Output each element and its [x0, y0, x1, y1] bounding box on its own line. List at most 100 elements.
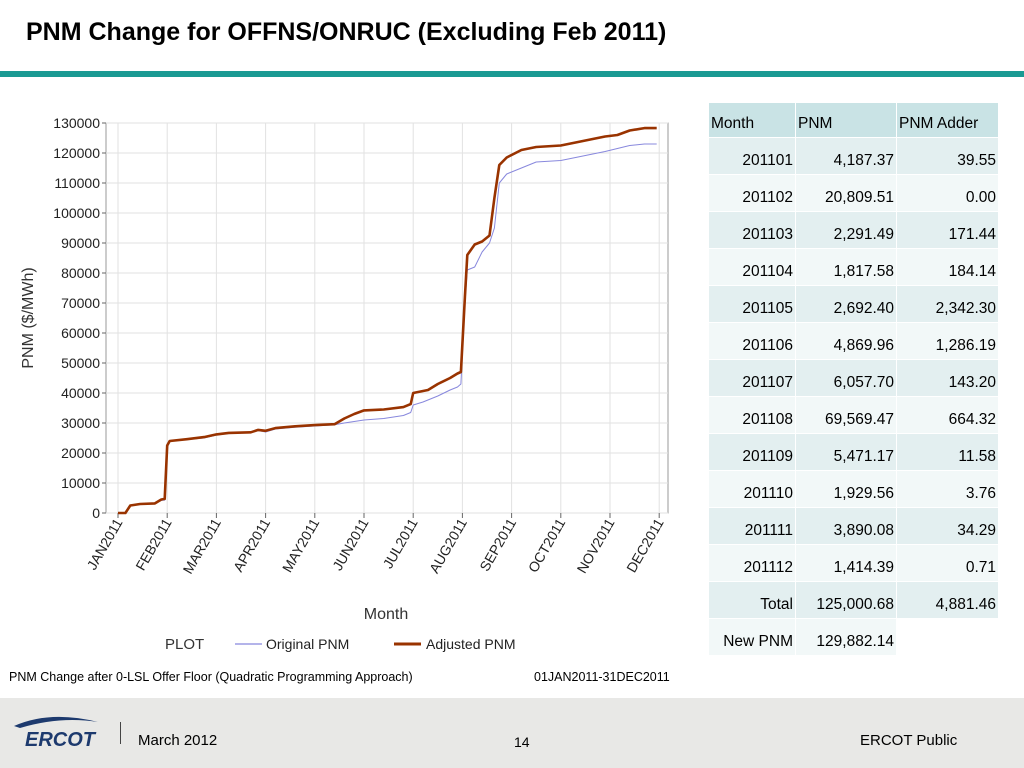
logo-wordmark: ERCOT — [25, 729, 97, 751]
title-divider — [0, 71, 1024, 77]
y-tick-label: 90000 — [61, 235, 100, 251]
cell-month: 201108 — [709, 397, 795, 433]
cell-pnm: 129,882.14 — [796, 619, 896, 655]
x-axis-label: Month — [364, 606, 408, 623]
legend-label-original: Original PNM — [266, 636, 349, 652]
col-header-month: Month — [709, 103, 795, 137]
footer-divider — [120, 722, 121, 744]
table-row: 201101 4,187.37 39.55 — [709, 138, 998, 174]
cell-pnm: 20,809.51 — [796, 175, 896, 211]
table-row: 201106 4,869.96 1,286.19 — [709, 323, 998, 359]
y-tick-label: 20000 — [61, 445, 100, 461]
cell-month: Total — [709, 582, 795, 618]
cell-pnm: 6,057.70 — [796, 360, 896, 396]
cell-pnm: 4,187.37 — [796, 138, 896, 174]
y-axis-label: PNM ($/MWh) — [20, 267, 37, 368]
cell-month: 201102 — [709, 175, 795, 211]
cell-pnm-adder: 184.14 — [897, 249, 998, 285]
cell-pnm: 125,000.68 — [796, 582, 896, 618]
x-tick-label: AUG2011 — [426, 515, 470, 576]
cell-pnm-adder: 4,881.46 — [897, 582, 998, 618]
y-tick-label: 110000 — [54, 175, 100, 191]
cell-month: 201112 — [709, 545, 795, 581]
cell-pnm-adder: 171.44 — [897, 212, 998, 248]
table-row: 201110 1,929.56 3.76 — [709, 471, 998, 507]
y-tick-label: 50000 — [61, 355, 100, 371]
cell-pnm-adder: 0.00 — [897, 175, 998, 211]
table-row: 201112 1,414.39 0.71 — [709, 545, 998, 581]
table-row: 201104 1,817.58 184.14 — [709, 249, 998, 285]
y-tick-label: 130000 — [53, 115, 100, 131]
table-row: 201105 2,692.40 2,342.30 — [709, 286, 998, 322]
legend-label-adjusted: Adjusted PNM — [426, 636, 515, 652]
y-tick-label: 60000 — [61, 325, 100, 341]
date-range-caption: 01JAN2011-31DEC2011 — [534, 670, 670, 684]
table-row: 201107 6,057.70 143.20 — [709, 360, 998, 396]
y-tick-label: 70000 — [61, 295, 100, 311]
cell-month: 201104 — [709, 249, 795, 285]
x-tick-label: JUN2011 — [329, 515, 372, 573]
grid-layer — [106, 122, 668, 514]
series-adjusted-pnm — [118, 126, 657, 515]
x-tick-label: MAY2011 — [279, 515, 323, 575]
legend: PLOT Original PNM Adjusted PNM — [165, 636, 515, 653]
x-tick-label: APR2011 — [230, 515, 273, 574]
chart-caption: PNM Change after 0-LSL Offer Floor (Quad… — [9, 670, 413, 684]
x-tick-label: FEB2011 — [132, 515, 175, 573]
cell-pnm: 2,692.40 — [796, 286, 896, 322]
cell-month: 201109 — [709, 434, 795, 470]
cell-pnm-adder: 34.29 — [897, 508, 998, 544]
col-header-pnm: PNM — [796, 103, 896, 137]
y-tick-label: 0 — [92, 505, 100, 521]
cell-month: 201111 — [709, 508, 795, 544]
cell-pnm: 1,817.58 — [796, 249, 896, 285]
series-layer — [118, 126, 657, 515]
y-tick-label: 80000 — [61, 265, 100, 281]
table-header-row: Month PNM PNM Adder — [709, 103, 998, 137]
cell-pnm: 3,890.08 — [796, 508, 896, 544]
x-tick-label: NOV2011 — [574, 515, 618, 576]
y-tick-label: 30000 — [61, 415, 100, 431]
footer-classification: ERCOT Public — [860, 732, 958, 749]
y-tick-label: 40000 — [61, 385, 100, 401]
cell-month: 201105 — [709, 286, 795, 322]
x-tick-label: SEP2011 — [476, 515, 519, 574]
table-row: 201109 5,471.17 11.58 — [709, 434, 998, 470]
page-number: 14 — [514, 734, 530, 750]
pnm-line-chart: 0 10000 20000 30000 40000 50000 60000 70000 8000… — [20, 115, 669, 653]
table-row: 201108 69,569.47 664.32 — [709, 397, 998, 433]
cell-pnm-adder: 1,286.19 — [897, 323, 998, 359]
plot-area — [105, 122, 669, 514]
cell-month: 201110 — [709, 471, 795, 507]
x-tick-label: JAN2011 — [83, 515, 125, 572]
col-header-pnm-adder: PNM Adder — [897, 103, 998, 137]
cell-pnm: 2,291.49 — [796, 212, 896, 248]
cell-pnm-adder: 11.58 — [897, 434, 998, 470]
table-row: 201103 2,291.49 171.44 — [709, 212, 998, 248]
cell-pnm-adder: 2,342.30 — [897, 286, 998, 322]
cell-pnm-adder: 664.32 — [897, 397, 998, 433]
cell-pnm: 5,471.17 — [796, 434, 896, 470]
cell-pnm: 69,569.47 — [796, 397, 896, 433]
cell-pnm-adder: 39.55 — [897, 138, 998, 174]
cell-pnm-adder: 3.76 — [897, 471, 998, 507]
table-new-pnm-row: New PNM 129,882.14 — [709, 619, 998, 655]
table-row: 201111 3,890.08 34.29 — [709, 508, 998, 544]
ercot-logo: ERCOT — [14, 716, 98, 751]
cell-pnm-adder — [897, 619, 998, 655]
x-tick-label: OCT2011 — [525, 515, 569, 575]
x-tick-label: MAR2011 — [180, 515, 225, 576]
cell-month: 201107 — [709, 360, 795, 396]
table-total-row: Total 125,000.68 4,881.46 — [709, 582, 998, 618]
cell-pnm: 1,929.56 — [796, 471, 896, 507]
slide-title: PNM Change for OFFNS/ONRUC (Excluding Fe… — [26, 18, 667, 46]
table-row: 201102 20,809.51 0.00 — [709, 175, 998, 211]
x-tick-label: JUL2011 — [379, 515, 420, 571]
y-tick-label: 100000 — [53, 205, 100, 221]
cell-month: 201106 — [709, 323, 795, 359]
cell-month: New PNM — [709, 619, 795, 655]
footer-bar: ERCOT March 2012 14 ERCOT Public — [0, 698, 1024, 768]
cell-month: 201101 — [709, 138, 795, 174]
cell-pnm: 4,869.96 — [796, 323, 896, 359]
cell-month: 201103 — [709, 212, 795, 248]
